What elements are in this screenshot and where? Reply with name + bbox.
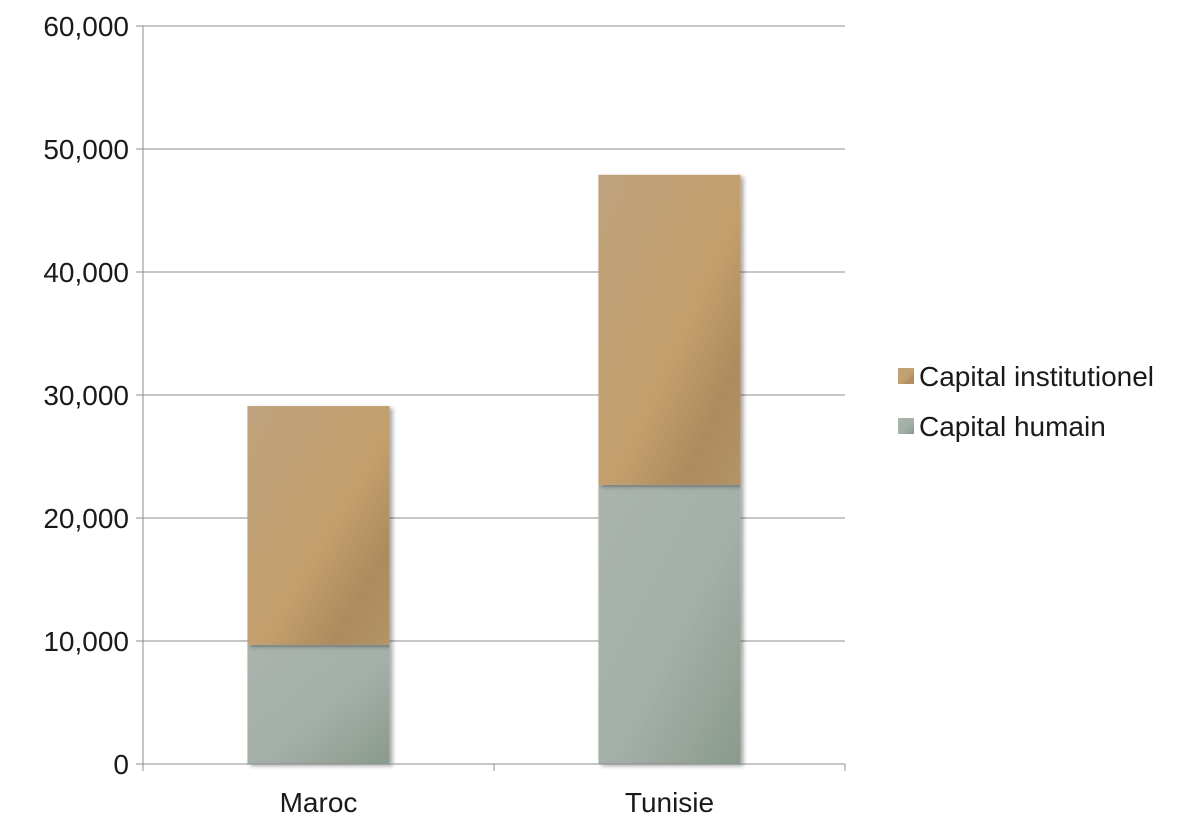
legend-swatch (898, 418, 914, 434)
bars (247, 174, 741, 764)
legend-swatch (898, 368, 914, 384)
y-tick-label: 10,000 (43, 626, 129, 657)
legend-label: Capital institutionel (919, 361, 1154, 392)
y-tick-label: 50,000 (43, 134, 129, 165)
y-tick-label: 30,000 (43, 380, 129, 411)
y-tick-label: 0 (113, 749, 129, 780)
legend: Capital institutionel Capital humain (898, 361, 1154, 442)
bar-capital-humain (598, 484, 741, 764)
legend-label: Capital humain (919, 411, 1106, 442)
bar-capital-institutionel (598, 174, 741, 485)
bar-capital-humain (247, 644, 390, 764)
axes (136, 25, 846, 771)
y-tick-label: 40,000 (43, 257, 129, 288)
x-category-label: Tunisie (625, 787, 714, 818)
y-tick-label: 60,000 (43, 11, 129, 42)
y-tick-label: 20,000 (43, 503, 129, 534)
tick-labels: 0 10,000 20,000 30,000 40,000 50,000 60,000 Mar… (43, 11, 714, 818)
bar-capital-institutionel (247, 406, 390, 645)
x-category-label: Maroc (280, 787, 358, 818)
